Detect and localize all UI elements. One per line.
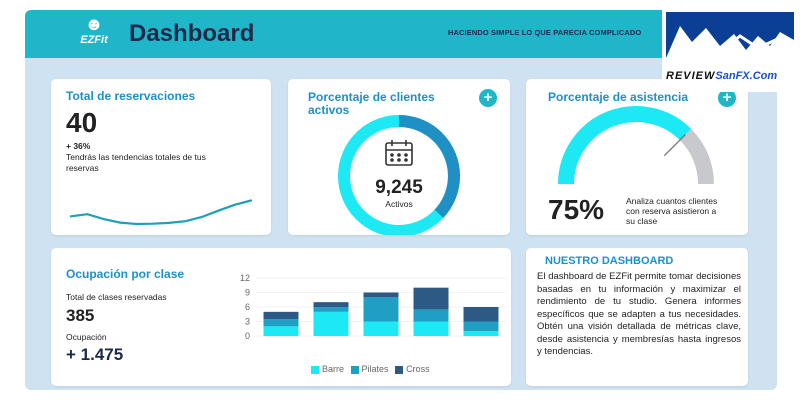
watermark-word: REVIEW [666,70,716,82]
bar-segment-pilates [313,307,349,312]
legend-barre: Barre [322,364,345,374]
dashboard-frame: ☻ EZFit Dashboard HACIENDO SIMPLE LO QUE… [25,10,777,390]
header-bar: ☻ EZFit Dashboard HACIENDO SIMPLE LO QUE… [25,10,777,58]
reservations-description-2: reservas [66,163,99,173]
runner-icon: ☻ [84,14,104,34]
legend-swatch-cross [395,365,404,374]
active-clients-label: Activos [385,199,413,209]
reservations-value: 40 [66,107,98,138]
bull-logo-icon [662,6,800,68]
occupancy-bar-chart: 0 3 6 9 12 [240,273,506,341]
reservations-change: + 36% [66,141,91,151]
y-tick-label: 0 [245,331,250,341]
watermark-site: SanFX.Com [715,70,778,82]
about-text: El dashboard de EZFit permite tomar deci… [537,271,741,357]
bar-segment-cross [413,287,449,310]
watermark-text: REVIEWSanFX.Com [666,70,777,82]
bar-segment-pilates [463,321,499,332]
legend-swatch-barre [311,365,319,374]
legend-cross: Cross [406,364,430,374]
ring-dark-segment [338,115,460,235]
reservations-description-1: Tendrás las tendencias totales de tus [66,152,206,162]
occupancy-label: Ocupación [66,332,107,342]
reservations-card: Total de reservaciones 40 + 36% Tendrás … [51,79,271,235]
bar-segment-cross [363,292,399,298]
tagline: HACIENDO SIMPLE LO QUE PARECIA COMPLICAD… [448,28,642,37]
attendance-card: Porcentaje de asistencia + 75% Analiza c… [526,79,748,235]
occupancy-card: Ocupación por clase Total de clases rese… [51,248,511,386]
logo-brand: EZFit [80,34,108,46]
bar-segment-cross [313,302,349,307]
gauge-filled-arc [558,106,692,185]
attendance-gauge [558,106,714,185]
chart-legend: Barre Pilates Cross [311,364,430,374]
attendance-description-3: su clase [626,216,658,226]
legend-pilates: Pilates [361,364,389,374]
reservations-title: Total de reservaciones [66,89,196,103]
attendance-description-2: con reserva asistieron a [626,206,717,216]
occupancy-title: Ocupación por clase [66,267,185,281]
page-title: Dashboard [129,20,255,47]
active-clients-title-1: Porcentaje de clientes [308,90,435,104]
about-title: NUESTRO DASHBOARD [545,255,674,267]
active-clients-title-2: activos [308,103,350,117]
bar-segment-cross [463,307,499,322]
y-tick-label: 3 [245,317,250,327]
bar-segment-pilates [263,319,299,327]
bar-segment-barre [263,326,299,336]
bar-segment-barre [413,321,449,336]
bar-segment-barre [313,311,349,336]
ezfit-logo: ☻ EZFit [69,14,119,56]
gauge-remaining-arc [679,128,714,185]
active-clients-value: 9,245 [375,177,423,198]
gauge-needle [663,134,686,157]
review-watermark: REVIEWSanFX.Com [662,6,800,92]
bar-segment-cross [263,311,299,320]
attendance-description-1: Analiza cuantos clientes [626,196,718,206]
active-clients-ring [338,115,460,235]
y-tick-label: 9 [245,288,250,298]
bar-segment-barre [363,321,399,336]
attendance-title: Porcentaje de asistencia [548,90,689,104]
add-active-clients-button[interactable]: + [479,89,497,107]
calendar-icon [385,140,413,166]
total-classes-value: 385 [66,306,95,325]
legend-swatch-pilates [350,365,359,374]
y-tick-label: 6 [245,302,250,312]
occupancy-value: + 1.475 [66,345,124,364]
bar-segment-pilates [413,309,449,322]
reservations-trend-chart [69,199,253,226]
bar-segment-pilates [363,297,399,322]
bar-segment-barre [463,331,499,336]
add-attendance-button[interactable]: + [718,89,736,107]
trend-line [69,199,253,226]
y-tick-label: 12 [240,273,250,283]
attendance-value: 75% [548,194,605,225]
about-card: NUESTRO DASHBOARD El dashboard de EZFit … [526,248,748,386]
active-clients-card: Porcentaje de clientes activos + 9,245 A… [288,79,510,235]
total-classes-label: Total de clases reservadas [66,292,167,302]
